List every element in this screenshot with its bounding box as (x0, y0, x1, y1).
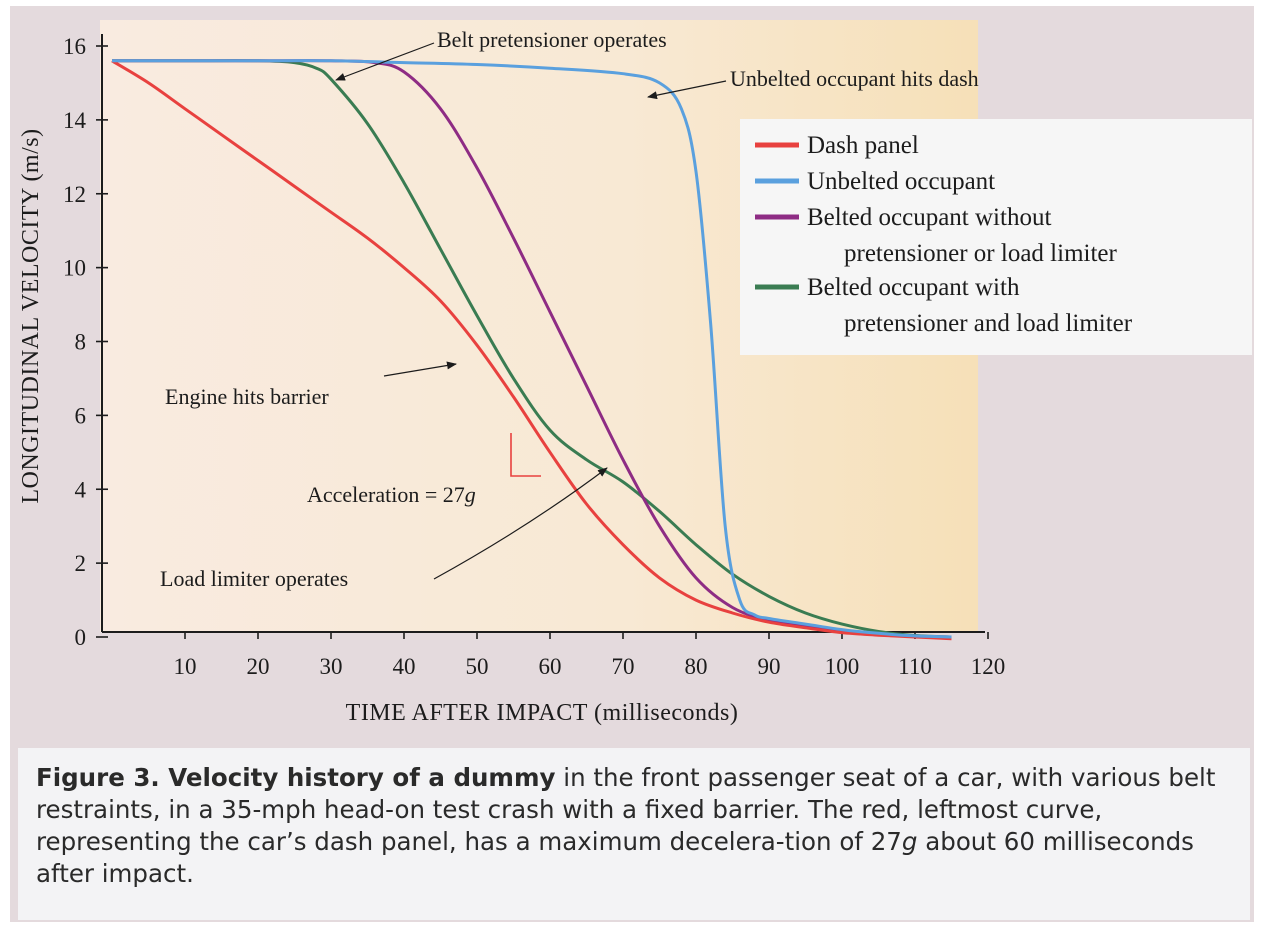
annotation-pretensioner: Belt pretensioner operates (437, 27, 667, 52)
x-tick-label: 110 (898, 654, 932, 679)
x-tick-label: 60 (539, 654, 562, 679)
y-tick-label: 14 (63, 108, 87, 133)
y-tick-label: 2 (75, 551, 87, 576)
y-tick-label: 6 (75, 403, 87, 428)
caption-title: Figure 3. Velocity history of a dummy (36, 763, 556, 792)
x-tick-label: 30 (320, 654, 343, 679)
acceleration-triangle (510, 433, 541, 477)
series-line-dash-panel (111, 59, 952, 641)
annotation-load-limiter: Load limiter operates (160, 566, 348, 591)
velocity-chart: 10 20 30 40 50 60 70 80 90 100 110 120 0 2 4 6 8 10 12 14 16… (18, 20, 1252, 726)
x-tick-label: 10 (174, 654, 197, 679)
x-tick-label: 90 (758, 654, 781, 679)
y-tick-label: 0 (75, 625, 87, 650)
legend-label-with-1: Belted occupant with (807, 274, 1020, 301)
caption-g: g (901, 827, 918, 856)
x-tick-label: 100 (825, 654, 860, 679)
x-tick-label: 40 (393, 654, 416, 679)
caption-text-2: about 60 milliseconds after impact. (36, 827, 1194, 888)
figure-panel: 10 20 30 40 50 60 70 80 90 100 110 120 0 2 4 6 8 10 12 14 16… (10, 6, 1254, 922)
x-tick-label: 80 (685, 654, 708, 679)
legend-label-unbelted: Unbelted occupant (807, 168, 995, 195)
annotation-unbelted-dash-arrow (647, 80, 727, 100)
y-tick-label: 12 (63, 182, 86, 207)
legend-label-with-2: pretensioner and load limiter (844, 310, 1133, 337)
y-tick-label: 8 (75, 330, 87, 355)
x-tick-label: 70 (612, 654, 635, 679)
caption-text-1: in the front passenger seat of a car, wi… (36, 763, 1216, 856)
series-line-unbelted-occupant (112, 59, 952, 639)
annotation-unbelted-dash: Unbelted occupant hits dash (730, 66, 979, 91)
series-line-belted-with-pretensioner (112, 59, 952, 639)
legend: Dash panel Unbelted occupant Belted occu… (740, 119, 1252, 355)
annotation-engine-arrow (383, 361, 457, 377)
x-tick-label: 50 (466, 654, 489, 679)
x-tick-label: 20 (247, 654, 270, 679)
y-tick-label: 10 (63, 256, 86, 281)
legend-box (740, 119, 1252, 355)
legend-label-without-1: Belted occupant without (807, 204, 1051, 231)
y-axis-title: LONGITUDINAL VELOCITY (m/s) (18, 128, 44, 503)
annotation-acceleration: Acceleration = 27g (307, 482, 476, 507)
figure-caption: Figure 3. Velocity history of a dummy in… (18, 748, 1250, 920)
annotation-load-limiter-arrow (433, 467, 608, 580)
x-tick-label: 120 (971, 654, 1006, 679)
y-tick-label: 4 (75, 477, 87, 502)
x-axis-title: TIME AFTER IMPACT (milliseconds) (346, 700, 739, 726)
legend-label-without-2: pretensioner or load limiter (844, 240, 1118, 267)
y-tick-label: 16 (63, 34, 86, 59)
annotation-engine: Engine hits barrier (165, 384, 329, 409)
annotation-pretensioner-arrow (335, 42, 435, 81)
legend-label-dash: Dash panel (807, 132, 919, 159)
